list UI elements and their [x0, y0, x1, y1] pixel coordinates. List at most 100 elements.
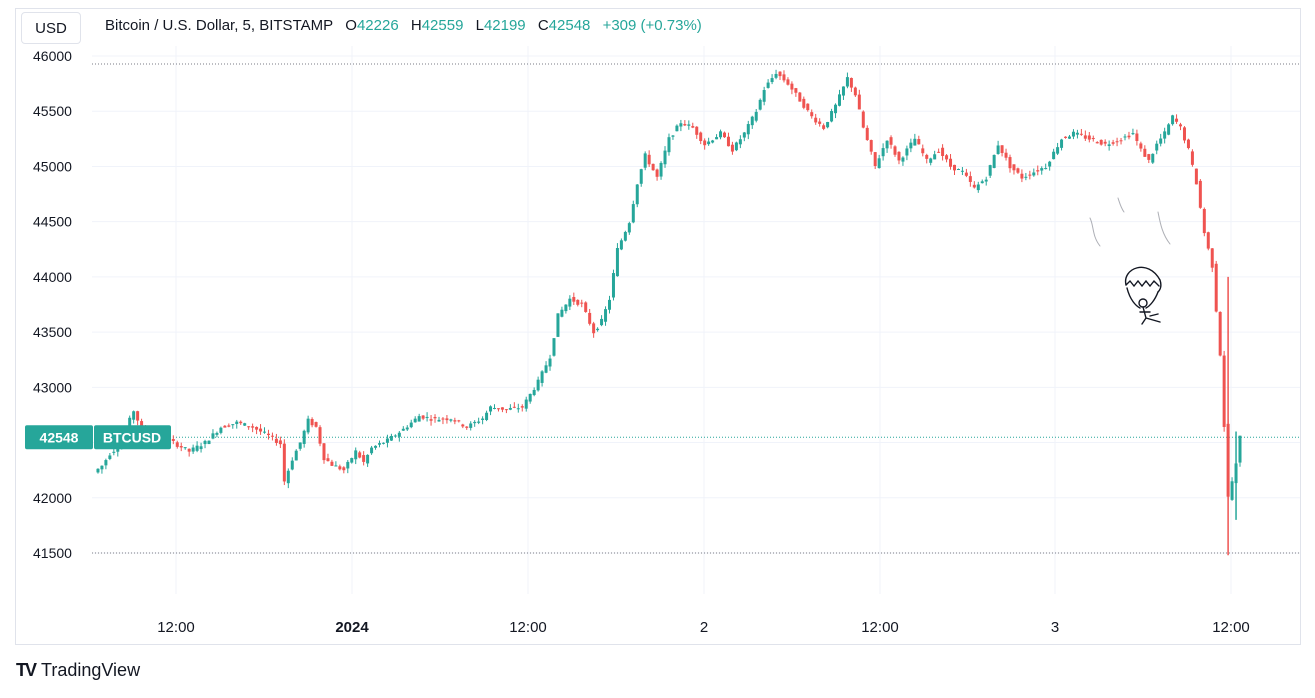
candle-body — [183, 447, 187, 449]
candle-body — [274, 438, 278, 443]
candle-body — [1214, 263, 1218, 312]
ohlc-low-value: 42199 — [483, 17, 526, 34]
candle-body — [980, 181, 984, 184]
candle-body — [358, 452, 362, 458]
candle-body — [1064, 136, 1068, 138]
candle-body — [1036, 170, 1040, 172]
candle-body — [112, 451, 116, 453]
y-tick-label: 45500 — [33, 103, 72, 119]
candle-body — [786, 79, 790, 85]
candle-body — [1119, 140, 1123, 142]
candle-body — [508, 407, 512, 410]
candle-body — [282, 443, 286, 482]
candle-body — [877, 158, 881, 169]
candle-body — [231, 424, 235, 426]
price-tag-symbol: BTCUSD — [103, 429, 161, 445]
candle-body — [378, 443, 382, 445]
candle-body — [988, 165, 992, 176]
candle-body — [675, 125, 679, 132]
motion-lines-icon — [1089, 197, 1171, 247]
candle-body — [778, 71, 782, 77]
candle-body — [679, 123, 683, 127]
candle-body — [528, 393, 532, 402]
y-tick-label: 43500 — [33, 324, 72, 340]
x-tick-label: 12:00 — [157, 619, 195, 636]
candle-body — [849, 77, 853, 88]
candle-body — [845, 77, 849, 87]
candle-body — [342, 467, 346, 471]
candle-body — [417, 416, 421, 422]
candle-body — [1056, 147, 1060, 154]
x-tick-label: 12:00 — [1212, 619, 1250, 636]
price-change: +309 (+0.73%) — [602, 17, 702, 34]
candle-body — [294, 450, 298, 461]
candle-body — [1000, 145, 1004, 154]
candle-body — [774, 73, 778, 78]
candle-body — [1099, 139, 1103, 145]
candle-body — [722, 132, 726, 138]
candle-body — [421, 415, 425, 419]
y-tick-label: 42000 — [33, 490, 72, 506]
candle-body — [564, 304, 568, 312]
candle-body — [560, 309, 564, 317]
candle-body — [889, 137, 893, 145]
candle-body — [814, 117, 818, 123]
candle-body — [667, 137, 671, 153]
candle-body — [695, 126, 699, 135]
candle-body — [1004, 152, 1008, 158]
candle-body — [1028, 174, 1032, 176]
candle-body — [437, 419, 441, 422]
symbol-legend: Bitcoin / U.S. Dollar, 5, BITSTAMP O4222… — [105, 17, 702, 34]
candle-body — [707, 141, 711, 145]
candle-body — [1222, 355, 1226, 427]
candle-body — [235, 421, 239, 424]
candle-body — [175, 442, 179, 447]
candle-body — [647, 154, 651, 165]
candle-body — [1210, 248, 1214, 268]
candle-body — [917, 139, 921, 145]
candle-body — [251, 426, 255, 428]
candle-body — [1147, 154, 1151, 160]
candle-body — [584, 302, 588, 312]
candle-body — [885, 140, 889, 149]
candle-body — [1159, 138, 1163, 144]
ohlc-low-label: L — [475, 17, 484, 34]
candle-body — [556, 313, 560, 337]
ohlc-close-value: 42548 — [548, 17, 591, 34]
candle-body — [782, 74, 786, 81]
candle-body — [1127, 135, 1131, 138]
candle-body — [1123, 136, 1127, 138]
candle-body — [306, 418, 310, 433]
candle-body — [270, 435, 274, 437]
candle-body — [1175, 118, 1179, 122]
candle-body — [1139, 143, 1143, 149]
tradingview-brand[interactable]: TV TradingView — [16, 660, 140, 681]
candle-body — [211, 433, 215, 439]
candle-body — [207, 440, 211, 445]
candle-body — [453, 420, 457, 422]
candle-body — [715, 137, 719, 140]
currency-button[interactable]: USD — [21, 12, 81, 44]
candle-body — [1107, 144, 1111, 146]
candle-body — [461, 424, 465, 427]
candle-body — [247, 426, 251, 428]
candle-body — [191, 447, 195, 452]
candle-body — [1131, 133, 1135, 135]
candle-body — [243, 423, 247, 426]
candle-body — [433, 416, 437, 419]
candle-body — [1171, 115, 1175, 125]
candle-body — [929, 158, 933, 163]
candle-body — [635, 184, 639, 205]
candle-body — [750, 116, 754, 126]
candle-body — [286, 470, 290, 484]
candle-body — [1206, 232, 1210, 249]
candle-body — [1143, 148, 1147, 157]
candle-body — [548, 358, 552, 367]
candle-body — [655, 169, 659, 177]
candle-body — [1155, 143, 1159, 151]
symbol-description: Bitcoin / U.S. Dollar, 5, BITSTAMP — [105, 17, 334, 34]
candle-body — [746, 124, 750, 135]
candle-body — [1186, 139, 1190, 149]
candle-body — [266, 433, 270, 436]
